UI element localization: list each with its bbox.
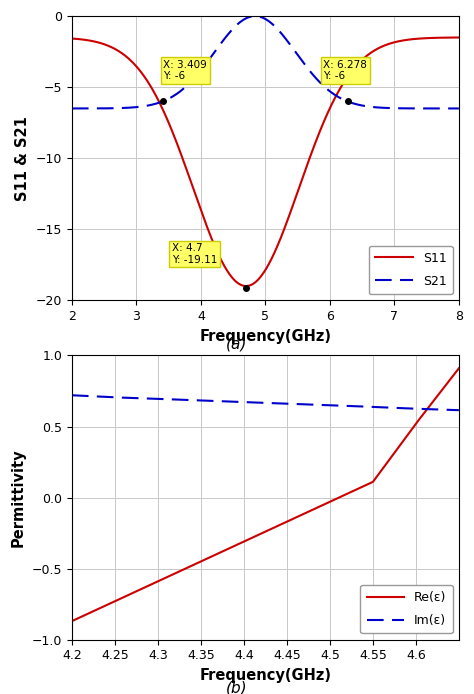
Text: (b): (b)	[226, 680, 248, 694]
Line: S11: S11	[72, 37, 459, 286]
S11	[358, 57, 364, 65]
S11	[301, 169, 307, 178]
S11	[321, 118, 327, 126]
Re(ε)	[456, 364, 462, 373]
Re(ε)	[374, 473, 380, 481]
S11	[456, 33, 462, 42]
Re(ε)	[257, 530, 263, 539]
S21	[456, 104, 462, 112]
Legend: S11, S21: S11, S21	[369, 246, 453, 294]
Text: X: 6.278
Y: -6: X: 6.278 Y: -6	[323, 60, 367, 81]
S21	[217, 41, 223, 49]
Text: X: 4.7
Y: -19.11: X: 4.7 Y: -19.11	[172, 243, 217, 264]
Line: Im(ε): Im(ε)	[72, 396, 459, 410]
S11	[69, 35, 75, 43]
Im(ε)	[456, 406, 462, 414]
Text: X: 3.409
Y: -6: X: 3.409 Y: -6	[164, 60, 207, 81]
Text: (a): (a)	[226, 337, 248, 352]
S21	[358, 101, 364, 110]
X-axis label: Frequency(GHz): Frequency(GHz)	[200, 328, 331, 344]
S11	[243, 282, 249, 290]
S21	[69, 104, 75, 112]
Line: Re(ε): Re(ε)	[72, 369, 459, 621]
Im(ε)	[445, 405, 450, 414]
Re(ε)	[69, 617, 75, 625]
Im(ε)	[374, 403, 380, 412]
Y-axis label: S11 & S21: S11 & S21	[15, 116, 30, 201]
S21	[387, 104, 393, 112]
Im(ε)	[257, 398, 263, 407]
Re(ε)	[247, 534, 253, 543]
Im(ε)	[89, 392, 94, 400]
Im(ε)	[69, 391, 75, 400]
S11	[387, 40, 393, 48]
Y-axis label: Permittivity: Permittivity	[11, 448, 26, 547]
S21	[321, 82, 327, 90]
Re(ε)	[445, 378, 450, 387]
S21	[139, 102, 145, 110]
S21	[252, 12, 258, 20]
X-axis label: Frequency(GHz): Frequency(GHz)	[200, 668, 331, 683]
Im(ε)	[445, 405, 450, 414]
Re(ε)	[89, 608, 94, 616]
S11	[139, 69, 145, 78]
Im(ε)	[247, 398, 253, 407]
Line: S21: S21	[72, 16, 459, 108]
S11	[217, 253, 223, 262]
Re(ε)	[445, 379, 450, 387]
S21	[301, 60, 307, 68]
Legend: Re(ε), Im(ε): Re(ε), Im(ε)	[360, 585, 453, 634]
